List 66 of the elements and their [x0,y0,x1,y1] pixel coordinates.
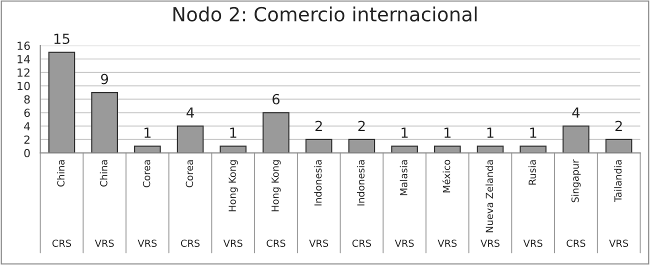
text: VRS [480,240,500,247]
y-tick-label: 12 [18,68,30,77]
bar [562,126,590,153]
data-label: 4 [572,108,580,118]
data-label: 2 [615,120,622,132]
bar [305,138,332,153]
text: VRS [309,240,328,247]
data-label: 1 [402,128,408,138]
text: VRS [609,240,628,247]
x-tick-label: Hong Kong [272,160,281,212]
data-label: 9 [101,74,108,84]
x-tick-label: Tailandia [614,160,622,202]
data-label: 1 [444,128,451,138]
data-label: 2 [315,120,322,132]
bar [434,146,461,153]
x-tick-label: China [100,160,108,187]
bar [348,138,376,153]
y-tick-label: 16 [18,42,30,50]
bar [91,92,118,153]
data-label: 6 [272,94,280,104]
data-label: 15 [54,34,70,44]
data-label: 1 [530,128,536,138]
bar [391,146,418,153]
y-tick-label: 2 [24,135,30,144]
text: CRS [566,240,586,247]
bar [476,146,504,153]
bar [605,138,632,153]
bar [176,126,204,153]
bar [48,52,76,153]
y-tick-label: 8 [24,95,30,104]
x-tick-label: Nueva Zelanda [486,160,494,232]
data-label: 2 [358,120,365,132]
text: VRS [223,240,242,247]
text: VRS [94,240,114,247]
text: VRS [523,240,542,247]
data-label: 1 [144,128,151,138]
x-tick-label: Singapur [571,159,581,202]
x-tick-label: Corea [186,160,194,188]
y-tick-label: 14 [18,55,30,64]
bar [134,146,161,153]
y-tick-label: 0 [24,148,30,158]
chart-title: Nodo 2: Comercio internacional [173,6,477,22]
data-label: 4 [186,108,194,118]
text: CRS [52,240,72,247]
text: VRS [138,240,157,247]
text: CRS [352,240,372,247]
bar [520,146,547,153]
x-tick-label: Hong Kong [228,160,238,212]
x-tick-label: Malasia [400,160,408,196]
y-tick-label: 4 [24,122,30,130]
x-tick-label: Corea [142,160,150,188]
y-tick-label: 6 [24,108,30,118]
y-tick-label: 10 [18,82,30,90]
bar [262,112,290,153]
bar [220,146,247,153]
text: CRS [266,240,286,247]
x-tick-label: Rusia [528,160,536,185]
x-tick-label: China [57,160,65,187]
x-tick-label: Indonesia [314,160,322,206]
x-tick-label: México [442,160,450,192]
data-label: 1 [230,128,236,138]
text: VRS [394,240,414,247]
data-label: 1 [487,128,494,138]
x-tick-label: Indonesia [356,160,365,206]
text: VRS [438,240,457,247]
text: CRS [180,240,200,247]
